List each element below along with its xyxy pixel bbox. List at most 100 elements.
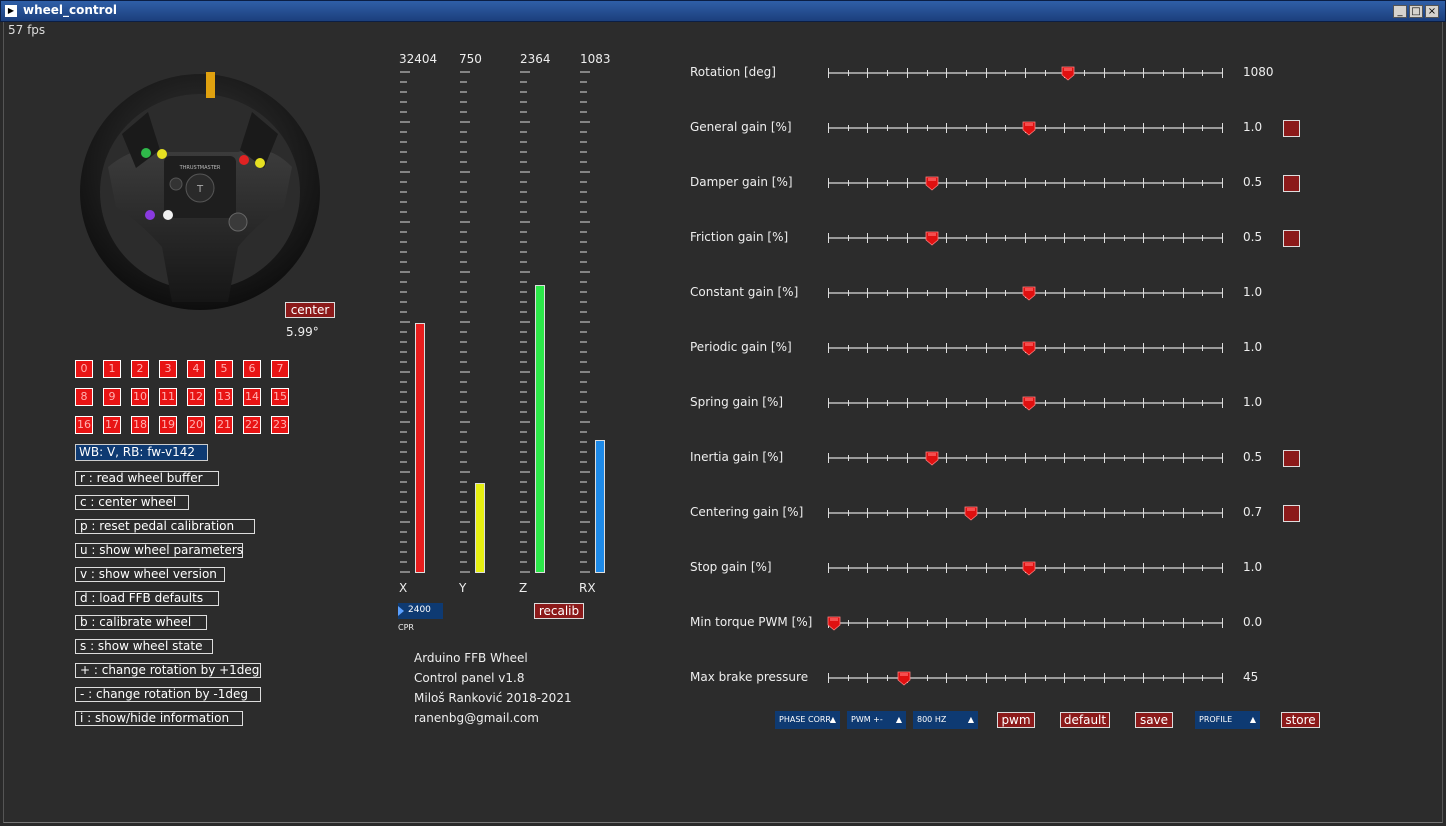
pwm-button[interactable]: pwm bbox=[997, 712, 1035, 728]
slider-tick bbox=[848, 400, 849, 406]
phase-correction-dropdown[interactable]: PHASE CORR ▲ bbox=[775, 711, 840, 729]
slider-knob[interactable] bbox=[897, 671, 911, 686]
effect-enable-checkbox[interactable] bbox=[1283, 120, 1300, 137]
cpr-input[interactable]: 2400 bbox=[398, 603, 443, 619]
slider-tick bbox=[1143, 343, 1144, 353]
effect-enable-checkbox[interactable] bbox=[1283, 230, 1300, 247]
slider-tick bbox=[927, 400, 928, 406]
effect-enable-checkbox[interactable] bbox=[1283, 450, 1300, 467]
slider-tick bbox=[927, 125, 928, 131]
slider-knob[interactable] bbox=[1022, 286, 1036, 301]
button-indicator: 7 bbox=[271, 360, 289, 378]
profile-dropdown[interactable]: PROFILE ▲ bbox=[1195, 711, 1260, 729]
show-wheel-state-button[interactable]: s : show wheel state bbox=[75, 639, 213, 654]
slider-tick bbox=[1202, 180, 1203, 186]
slider-tick bbox=[907, 288, 908, 298]
slider-knob[interactable] bbox=[925, 231, 939, 246]
slider-knob[interactable] bbox=[925, 451, 939, 466]
effect-enable-checkbox[interactable] bbox=[1283, 505, 1300, 522]
slider-tick bbox=[966, 235, 967, 241]
slider-knob[interactable] bbox=[1022, 561, 1036, 576]
reset-pedal-calibration-button[interactable]: p : reset pedal calibration bbox=[75, 519, 255, 534]
slider-knob[interactable] bbox=[827, 616, 841, 631]
slider-tick bbox=[946, 178, 947, 188]
slider-tick bbox=[867, 398, 868, 408]
slider-tick bbox=[828, 398, 829, 408]
slider-tick bbox=[946, 508, 947, 518]
slider-tick bbox=[1183, 508, 1184, 518]
slider-tick bbox=[907, 618, 908, 628]
slider-tick bbox=[986, 563, 987, 573]
slider-tick bbox=[887, 235, 888, 241]
slider-tick bbox=[946, 123, 947, 133]
app-icon[interactable]: ▶ bbox=[5, 5, 17, 17]
slider-tick bbox=[887, 455, 888, 461]
rotation-plus-button[interactable]: + : change rotation by +1deg bbox=[75, 663, 261, 678]
slider-tick bbox=[966, 345, 967, 351]
slider-tick bbox=[1183, 673, 1184, 683]
store-button[interactable]: store bbox=[1281, 712, 1320, 728]
slider-tick bbox=[1064, 398, 1065, 408]
slider-tick bbox=[966, 180, 967, 186]
toggle-information-button[interactable]: i : show/hide information bbox=[75, 711, 243, 726]
slider-tick bbox=[1124, 675, 1125, 681]
slider-tick bbox=[1005, 400, 1006, 406]
slider-tick bbox=[1222, 453, 1223, 463]
slider-label-constant-gain: Constant gain [%] bbox=[690, 285, 799, 299]
slider-value-rotation: 1080 bbox=[1243, 65, 1274, 79]
pwm-mode-dropdown[interactable]: PWM +- ▲ bbox=[847, 711, 906, 729]
slider-knob[interactable] bbox=[964, 506, 978, 521]
axis-rx-value: 1083 bbox=[580, 52, 611, 66]
slider-knob[interactable] bbox=[925, 176, 939, 191]
read-wheel-buffer-button[interactable]: r : read wheel buffer bbox=[75, 471, 219, 486]
slider-tick bbox=[946, 398, 947, 408]
default-button[interactable]: default bbox=[1060, 712, 1110, 728]
axis-z-bar bbox=[535, 285, 545, 573]
button-indicator: 8 bbox=[75, 388, 93, 406]
slider-tick bbox=[1124, 70, 1125, 76]
slider-tick bbox=[986, 618, 987, 628]
slider-tick bbox=[986, 673, 987, 683]
slider-knob[interactable] bbox=[1022, 396, 1036, 411]
load-ffb-defaults-button[interactable]: d : load FFB defaults bbox=[75, 591, 219, 606]
slider-knob[interactable] bbox=[1022, 121, 1036, 136]
slider-tick bbox=[1064, 453, 1065, 463]
button-indicator: 15 bbox=[271, 388, 289, 406]
slider-tick bbox=[946, 563, 947, 573]
slider-tick bbox=[1104, 68, 1105, 78]
slider-tick bbox=[986, 178, 987, 188]
button-indicator: 3 bbox=[159, 360, 177, 378]
close-button[interactable]: × bbox=[1425, 5, 1439, 18]
slider-tick bbox=[1104, 398, 1105, 408]
axis-x-scale bbox=[400, 71, 410, 573]
recalib-button[interactable]: recalib bbox=[534, 603, 584, 619]
slider-tick bbox=[1045, 290, 1046, 296]
effect-enable-checkbox[interactable] bbox=[1283, 175, 1300, 192]
slider-tick bbox=[828, 343, 829, 353]
slider-tick bbox=[1143, 398, 1144, 408]
slider-tick bbox=[867, 288, 868, 298]
center-wheel-button[interactable]: c : center wheel bbox=[75, 495, 189, 510]
dropdown-caret-icon: ▲ bbox=[829, 715, 836, 724]
maximize-button[interactable]: □ bbox=[1409, 5, 1423, 18]
slider-value-centering-gain: 0.7 bbox=[1243, 505, 1263, 519]
show-wheel-parameters-button[interactable]: u : show wheel parameters bbox=[75, 543, 243, 558]
show-wheel-version-button[interactable]: v : show wheel version bbox=[75, 567, 225, 582]
save-button[interactable]: save bbox=[1135, 712, 1173, 728]
rotation-minus-button[interactable]: - : change rotation by -1deg bbox=[75, 687, 261, 702]
center-button[interactable]: center bbox=[285, 302, 335, 318]
pwm-frequency-value: 800 HZ bbox=[917, 715, 947, 724]
slider-tick bbox=[1143, 673, 1144, 683]
slider-tick bbox=[1163, 235, 1164, 241]
slider-label-spring-gain: Spring gain [%] bbox=[690, 395, 784, 409]
slider-tick bbox=[986, 68, 987, 78]
slider-knob[interactable] bbox=[1022, 341, 1036, 356]
calibrate-wheel-button[interactable]: b : calibrate wheel bbox=[75, 615, 207, 630]
slider-tick bbox=[848, 345, 849, 351]
axis-y-value: 750 bbox=[459, 52, 482, 66]
slider-tick bbox=[1222, 343, 1223, 353]
pwm-frequency-dropdown[interactable]: 800 HZ ▲ bbox=[913, 711, 978, 729]
slider-knob[interactable] bbox=[1061, 66, 1075, 81]
minimize-button[interactable]: _ bbox=[1393, 5, 1407, 18]
slider-tick bbox=[1005, 290, 1006, 296]
